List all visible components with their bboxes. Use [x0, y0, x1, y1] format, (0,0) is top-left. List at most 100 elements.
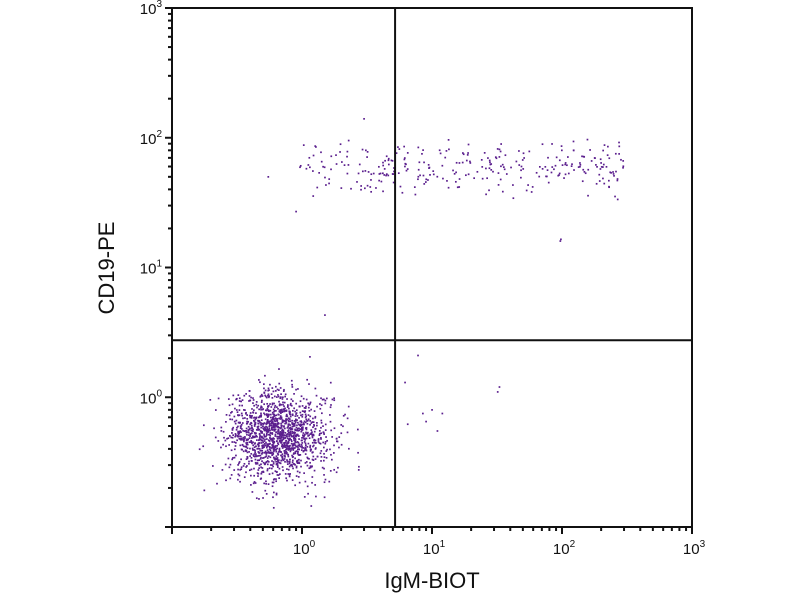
data-point: [609, 171, 612, 174]
data-point: [283, 405, 285, 408]
data-point: [296, 470, 299, 473]
data-point: [271, 464, 273, 466]
data-point: [268, 396, 270, 399]
data-point: [228, 404, 231, 407]
data-point: [278, 450, 281, 453]
data-point: [278, 389, 280, 391]
data-point: [294, 428, 296, 431]
data-point: [249, 432, 252, 435]
data-point: [278, 435, 281, 438]
data-point: [243, 394, 246, 397]
data-point: [295, 475, 298, 477]
data-point: [312, 445, 314, 448]
data-point: [264, 413, 266, 416]
data-point: [261, 395, 264, 397]
data-point: [268, 395, 271, 397]
data-point: [267, 393, 270, 396]
data-point: [258, 444, 260, 447]
data-point: [429, 174, 431, 176]
data-point: [291, 432, 293, 435]
data-point: [418, 161, 421, 164]
data-point: [276, 458, 279, 460]
data-point: [272, 452, 274, 455]
data-point: [279, 409, 282, 411]
data-point: [291, 413, 294, 416]
data-point: [497, 184, 500, 186]
data-point: [528, 150, 531, 153]
data-point: [291, 419, 294, 422]
data-point: [369, 186, 372, 188]
data-point: [252, 454, 255, 456]
data-point: [538, 165, 541, 168]
data-point: [616, 178, 619, 180]
data-point: [243, 430, 246, 433]
data-point: [494, 156, 497, 159]
data-point: [299, 420, 302, 423]
data-point: [301, 426, 304, 429]
data-point: [303, 435, 305, 437]
data-point: [311, 441, 314, 444]
data-point: [278, 382, 281, 385]
data-point: [545, 175, 548, 178]
data-point: [300, 430, 303, 433]
data-point: [288, 433, 291, 436]
data-point: [281, 466, 284, 468]
data-point: [291, 425, 294, 428]
data-point: [305, 448, 307, 450]
data-point: [263, 429, 266, 432]
data-point: [304, 407, 307, 409]
data-point: [308, 409, 311, 412]
y-tick-label: 100: [140, 388, 163, 407]
data-point: [235, 454, 237, 457]
data-point: [555, 156, 558, 159]
data-point: [264, 394, 267, 397]
data-point: [262, 461, 265, 464]
data-point: [265, 423, 268, 425]
data-point: [298, 448, 300, 451]
data-point: [239, 444, 242, 447]
data-point: [324, 441, 327, 443]
data-point: [268, 422, 271, 425]
data-point: [280, 412, 282, 415]
data-point: [307, 442, 310, 445]
data-point: [264, 489, 267, 492]
data-point: [238, 432, 241, 435]
data-point: [237, 394, 240, 396]
data-point: [398, 148, 401, 150]
data-point: [417, 178, 419, 181]
data-point: [265, 409, 267, 412]
data-point: [265, 455, 268, 457]
data-point: [311, 433, 314, 436]
data-point: [271, 397, 274, 399]
data-point: [502, 166, 505, 168]
data-point: [212, 465, 214, 467]
data-point: [250, 432, 253, 434]
data-point: [259, 381, 261, 384]
data-point: [272, 390, 275, 393]
data-point: [263, 426, 266, 429]
data-point: [298, 429, 301, 432]
data-point: [275, 431, 278, 434]
data-point: [269, 434, 272, 437]
data-point: [323, 467, 325, 470]
data-point: [294, 432, 296, 434]
data-point: [265, 451, 268, 454]
data-point: [280, 416, 283, 419]
data-point: [598, 173, 601, 176]
data-point: [242, 436, 245, 439]
data-point: [238, 414, 241, 417]
data-point: [267, 431, 269, 433]
data-point: [255, 403, 258, 406]
data-point: [285, 409, 288, 412]
data-point: [277, 461, 279, 463]
data-point: [277, 453, 280, 456]
data-point: [277, 407, 279, 410]
data-point: [231, 403, 234, 406]
data-point: [280, 403, 282, 406]
data-point: [618, 141, 620, 144]
data-point: [307, 492, 309, 495]
data-point: [280, 442, 283, 444]
data-point: [274, 417, 277, 420]
data-point: [406, 168, 409, 170]
data-point: [572, 149, 575, 152]
